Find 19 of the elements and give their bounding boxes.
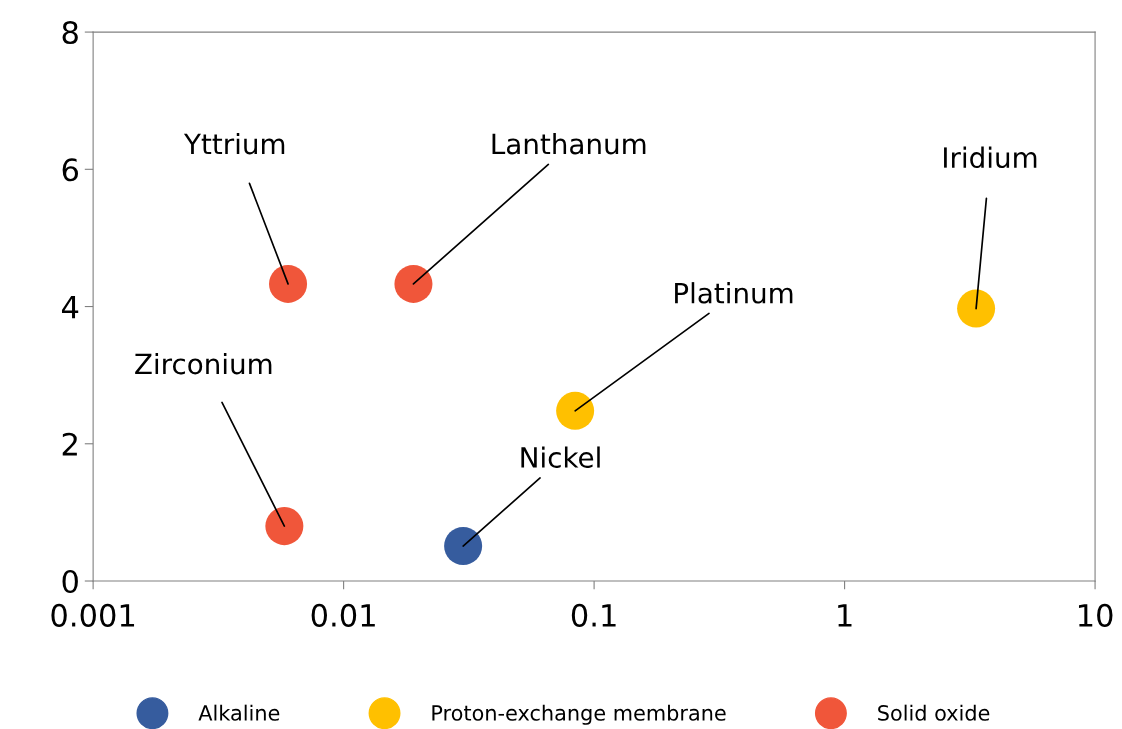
y-tick-label: 4	[61, 295, 79, 319]
x-tick-label: 10	[1078, 603, 1113, 627]
annotation: Zirconium	[135, 352, 272, 375]
y-tick-label: 8	[62, 21, 78, 45]
annotation: Nickel	[521, 446, 600, 468]
y-tick-label: 2	[62, 432, 77, 456]
x-tick-label: 1	[838, 604, 852, 627]
annotation: Yttrium	[183, 132, 285, 155]
annotation: Iridium	[944, 146, 1037, 169]
x-tick-label: 0.001	[51, 603, 135, 627]
x-tick-label: 0.01	[311, 603, 375, 627]
legend-label: Solid oxide	[878, 704, 990, 721]
legend-label: Alkaline	[198, 704, 280, 721]
annotation: Lanthanum	[492, 132, 646, 155]
annotation: Platinum	[675, 282, 793, 304]
x-tick-label: 0.1	[571, 603, 616, 627]
y-tick-label: 6	[62, 158, 79, 182]
legend-label: Proton-exchange membrane	[432, 704, 726, 725]
y-tick-label: 0	[62, 569, 78, 594]
